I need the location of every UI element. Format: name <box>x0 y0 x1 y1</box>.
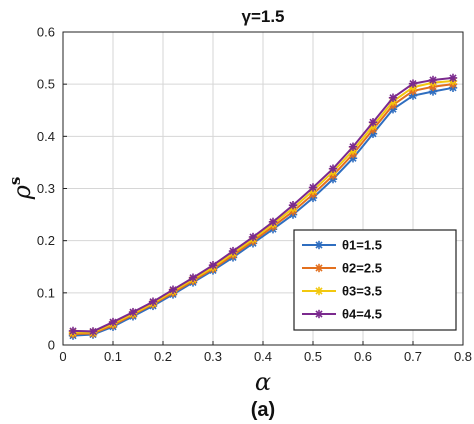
data-point <box>388 93 398 102</box>
legend-item: θ1=1.5 <box>302 238 382 253</box>
legend-label: θ3=3.5 <box>342 284 382 299</box>
x-tick-label: 0.4 <box>254 349 272 364</box>
data-point <box>188 273 198 282</box>
series-4 <box>68 73 458 336</box>
legend-item: θ3=3.5 <box>302 284 382 299</box>
x-tick-label: 0.7 <box>404 349 422 364</box>
x-tick-label: 0.2 <box>154 349 172 364</box>
data-point <box>408 79 418 88</box>
data-point <box>308 183 318 192</box>
legend-label: θ2=2.5 <box>342 261 382 276</box>
data-point <box>448 73 458 83</box>
legend-item: θ4=4.5 <box>302 307 382 322</box>
legend-label: θ1=1.5 <box>342 238 382 253</box>
legend: θ1=1.5 θ2=2.5 θ3=3.5 θ4=4.5 <box>293 229 457 331</box>
y-tick-label: 0.1 <box>37 285 55 300</box>
data-point <box>368 118 378 127</box>
data-point <box>68 326 78 336</box>
data-point <box>428 75 438 85</box>
axis-ticks: 0 0.1 0.2 0.3 0.4 0.5 0.6 0.7 0.8 0 0.1 0.2 0.3 0.4 0.… <box>37 25 472 365</box>
legend-item: θ2=2.5 <box>302 261 382 276</box>
y-tick-label: 0.4 <box>37 129 55 144</box>
y-tick-label: 0.3 <box>37 181 55 196</box>
series-line <box>72 76 454 333</box>
y-tick-label: 0.6 <box>37 25 55 40</box>
data-point <box>288 200 298 210</box>
x-tick-label: 0.6 <box>354 349 372 364</box>
data-point <box>248 232 258 242</box>
data-point <box>314 263 324 273</box>
data-point <box>228 246 238 256</box>
x-tick-label: 0.8 <box>454 349 472 364</box>
data-point <box>314 309 324 319</box>
x-tick-label: 0 <box>59 349 66 364</box>
data-point <box>314 286 324 296</box>
series-group <box>68 73 458 340</box>
x-axis-label: α <box>255 368 271 396</box>
data-point <box>88 327 98 336</box>
y-tick-label: 0.2 <box>37 233 55 248</box>
data-point <box>328 164 338 173</box>
chart-title: γ=1.5 <box>241 7 284 26</box>
data-point <box>128 307 138 317</box>
x-tick-label: 0.1 <box>104 349 122 364</box>
x-tick-label: 0.3 <box>204 349 222 364</box>
data-point <box>148 297 158 306</box>
data-point <box>168 285 178 294</box>
data-point <box>108 317 118 327</box>
y-tick-label: 0 <box>48 338 55 353</box>
figure-caption: (a) <box>251 399 275 421</box>
data-point <box>314 240 324 250</box>
y-axis-label: ρs <box>6 177 36 201</box>
y-tick-label: 0.5 <box>37 77 55 92</box>
legend-label: θ4=4.5 <box>342 307 382 322</box>
data-point <box>208 260 218 270</box>
x-tick-label: 0.5 <box>304 349 322 364</box>
y-axis-label-base: ρ <box>8 185 36 200</box>
y-axis-label-sup: s <box>6 177 24 185</box>
data-point <box>348 142 358 151</box>
svg-text:ρs: ρs <box>6 177 36 201</box>
data-point <box>268 217 278 227</box>
